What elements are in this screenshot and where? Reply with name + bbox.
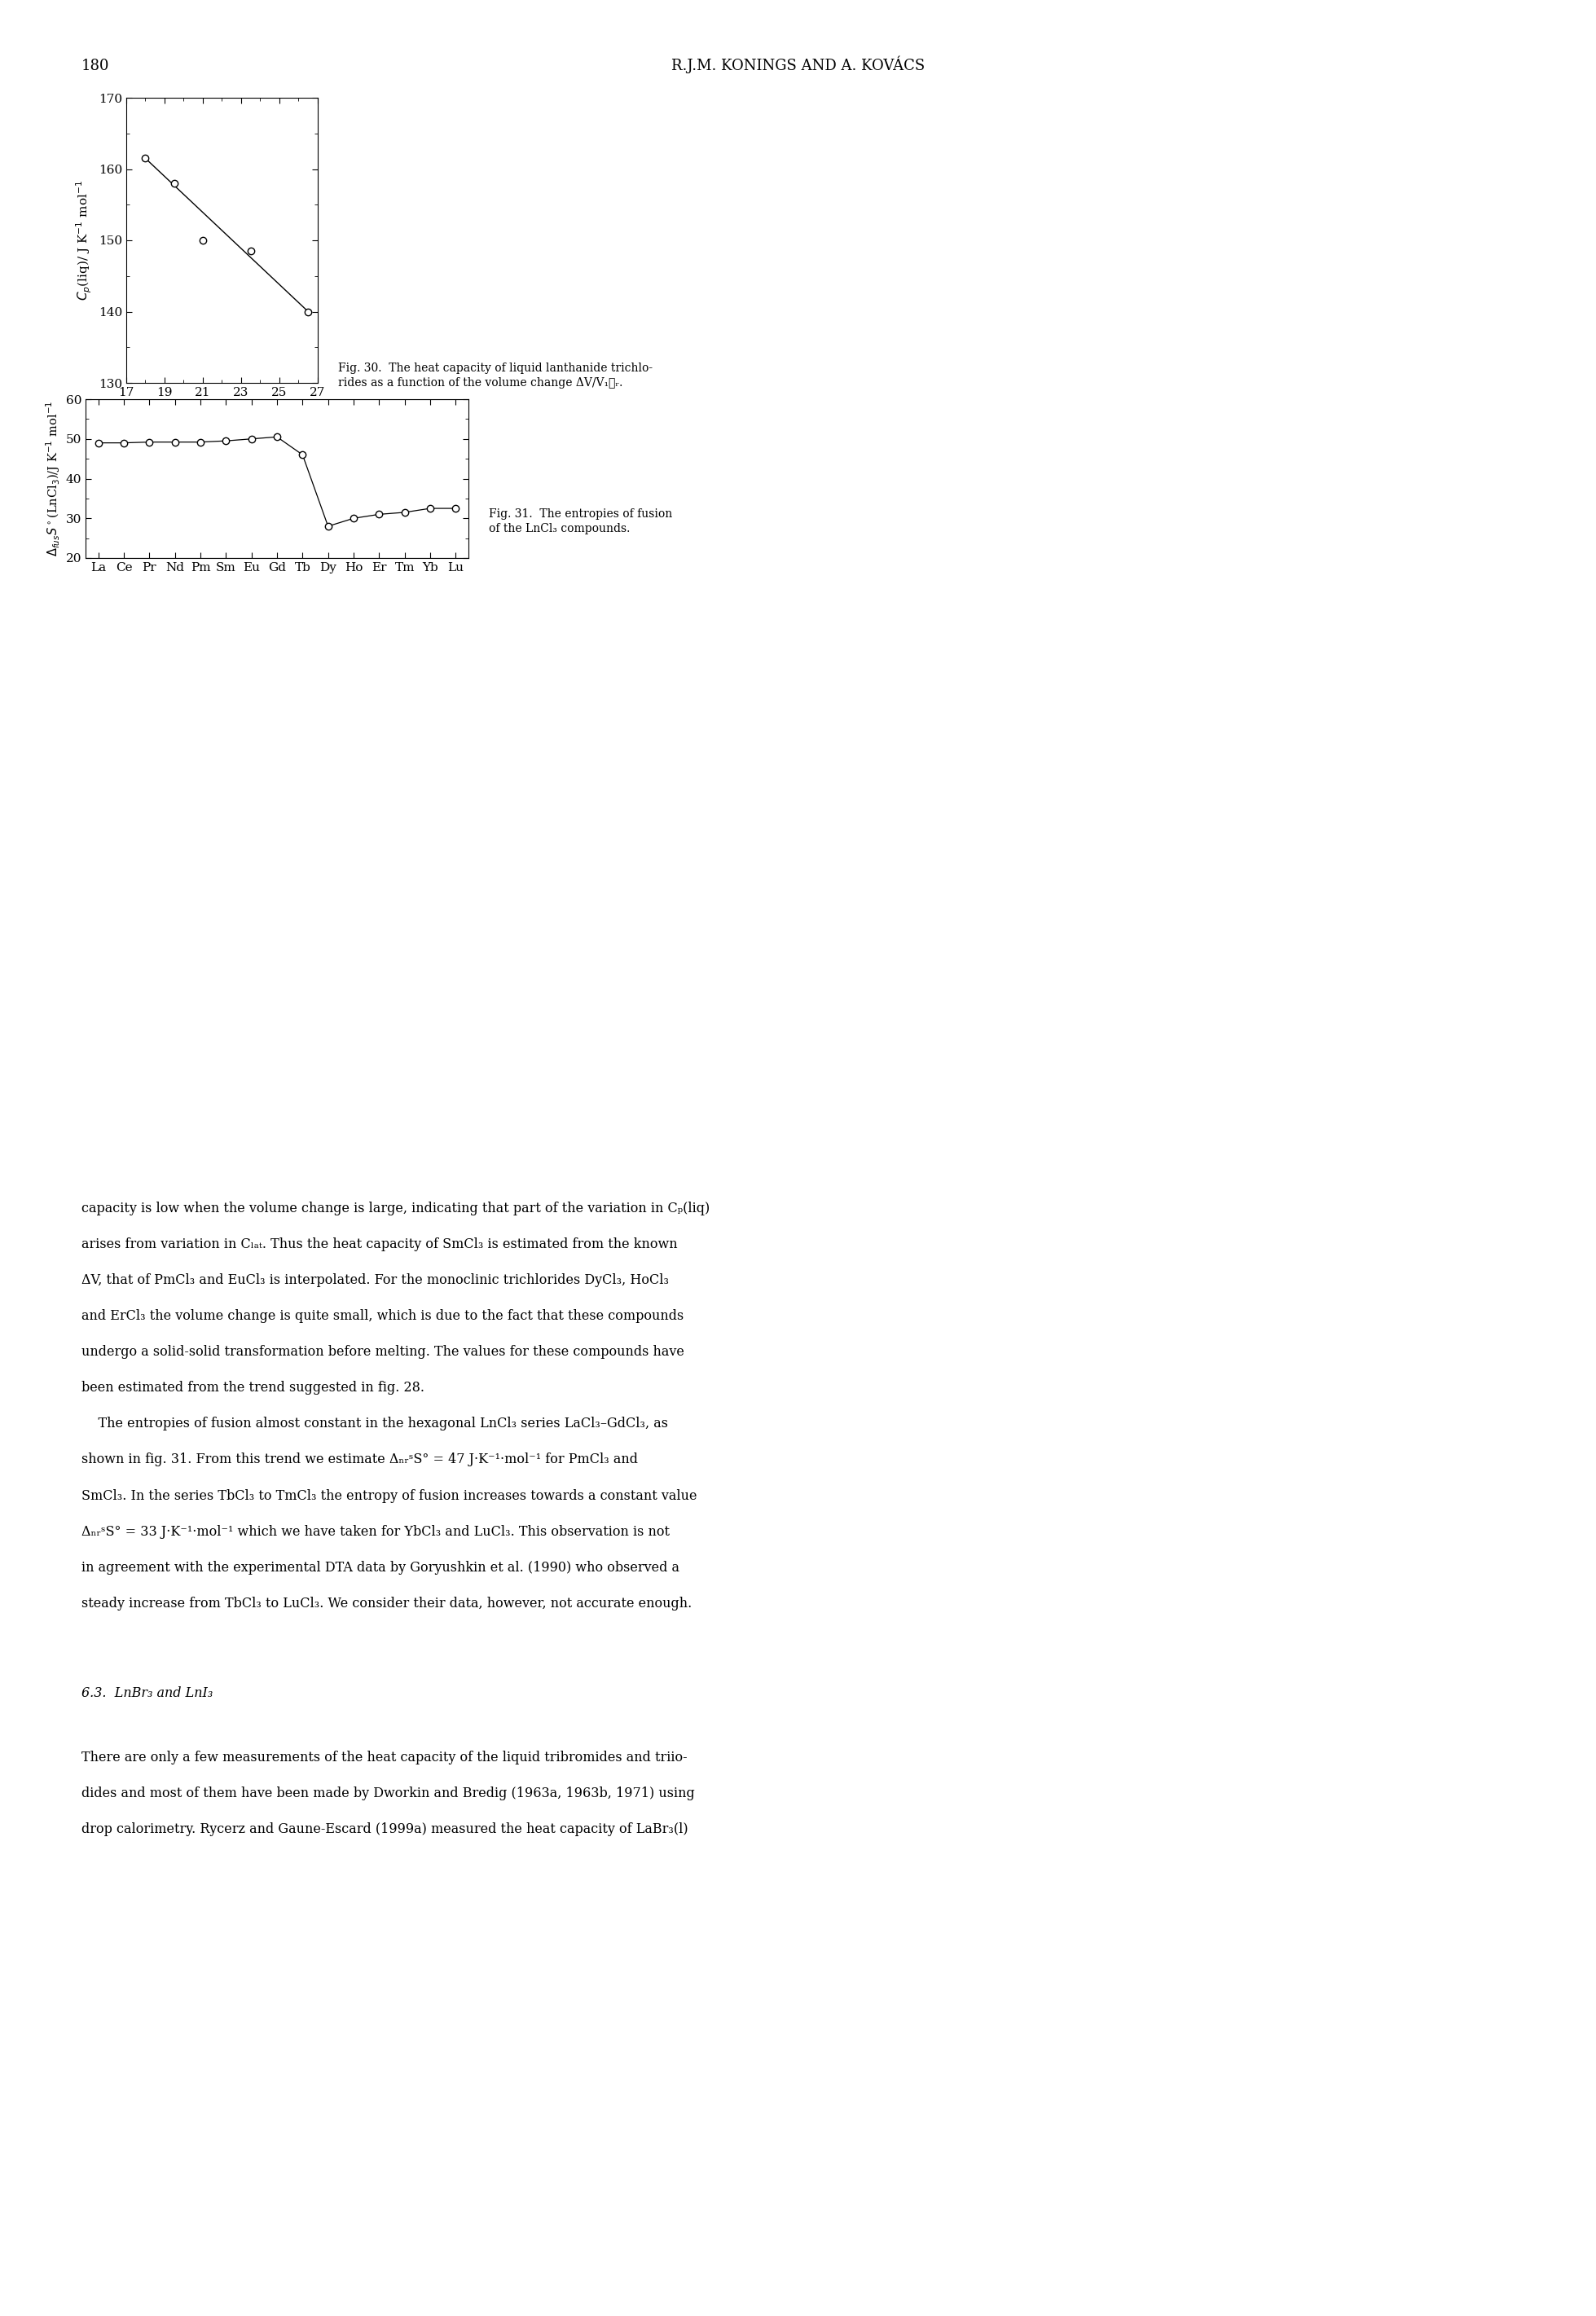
Text: Fig. 30.  The heat capacity of liquid lanthanide trichlo-
rides as a function of: Fig. 30. The heat capacity of liquid lan… [338, 364, 653, 389]
Text: and ErCl₃ the volume change is quite small, which is due to the fact that these : and ErCl₃ the volume change is quite sma… [81, 1309, 683, 1322]
Text: been estimated from the trend suggested in fig. 28.: been estimated from the trend suggested … [81, 1380, 425, 1394]
Text: in agreement with the experimental DTA data by Goryushkin et al. (1990) who obse: in agreement with the experimental DTA d… [81, 1561, 680, 1575]
Text: arises from variation in Cₗₐₜ. Thus the heat capacity of SmCl₃ is estimated from: arises from variation in Cₗₐₜ. Thus the … [81, 1237, 678, 1251]
Y-axis label: $\Delta_{fus}S^\circ$(LnCl$_3$)/J K$^{-1}$ mol$^{-1}$: $\Delta_{fus}S^\circ$(LnCl$_3$)/J K$^{-1… [45, 401, 62, 556]
Text: dides and most of them have been made by Dworkin and Bredig (1963a, 1963b, 1971): dides and most of them have been made by… [81, 1786, 694, 1800]
Y-axis label: $C_p$(liq)/ J K$^{-1}$ mol$^{-1}$: $C_p$(liq)/ J K$^{-1}$ mol$^{-1}$ [75, 181, 94, 301]
Text: SmCl₃. In the series TbCl₃ to TmCl₃ the entropy of fusion increases towards a co: SmCl₃. In the series TbCl₃ to TmCl₃ the … [81, 1489, 697, 1503]
Text: R.J.M. KONINGS AND A. KOVÁCS: R.J.M. KONINGS AND A. KOVÁCS [672, 56, 924, 74]
X-axis label: $\Delta V/V_{cr}$ (%): $\Delta V/V_{cr}$ (%) [187, 403, 257, 419]
Text: steady increase from TbCl₃ to LuCl₃. We consider their data, however, not accura: steady increase from TbCl₃ to LuCl₃. We … [81, 1596, 693, 1610]
Text: The entropies of fusion almost constant in the hexagonal LnCl₃ series LaCl₃–GdCl: The entropies of fusion almost constant … [81, 1417, 669, 1431]
Text: ΔₙᵣˢS° = 33 J·K⁻¹·mol⁻¹ which we have taken for YbCl₃ and LuCl₃. This observatio: ΔₙᵣˢS° = 33 J·K⁻¹·mol⁻¹ which we have ta… [81, 1524, 670, 1538]
Text: drop calorimetry. Rycerz and Gaune-Escard (1999a) measured the heat capacity of : drop calorimetry. Rycerz and Gaune-Escar… [81, 1823, 688, 1837]
Text: 6.3.  LnBr₃ and LnI₃: 6.3. LnBr₃ and LnI₃ [81, 1686, 212, 1700]
Text: There are only a few measurements of the heat capacity of the liquid tribromides: There are only a few measurements of the… [81, 1751, 688, 1765]
Text: 180: 180 [81, 58, 110, 74]
Text: undergo a solid-solid transformation before melting. The values for these compou: undergo a solid-solid transformation bef… [81, 1346, 685, 1359]
Text: Fig. 31.  The entropies of fusion
of the LnCl₃ compounds.: Fig. 31. The entropies of fusion of the … [488, 507, 672, 535]
Text: capacity is low when the volume change is large, indicating that part of the var: capacity is low when the volume change i… [81, 1202, 710, 1216]
Text: shown in fig. 31. From this trend we estimate ΔₙᵣˢS° = 47 J·K⁻¹·mol⁻¹ for PmCl₃ : shown in fig. 31. From this trend we est… [81, 1452, 638, 1466]
Text: ΔV, that of PmCl₃ and EuCl₃ is interpolated. For the monoclinic trichlorides DyC: ΔV, that of PmCl₃ and EuCl₃ is interpola… [81, 1274, 669, 1288]
